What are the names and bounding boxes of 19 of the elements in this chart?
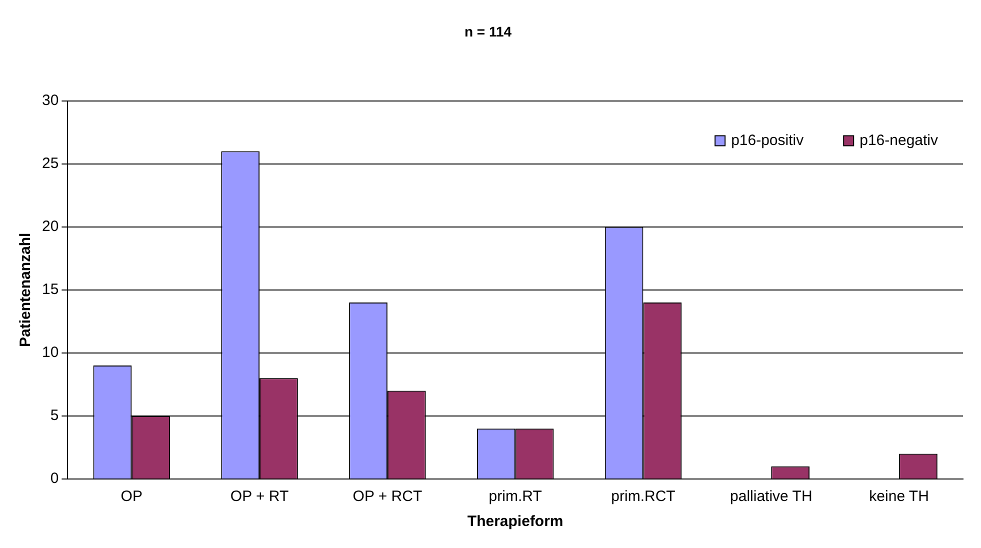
x-tick-label: OP + RT [230, 488, 289, 506]
y-tick-label: 5 [50, 407, 59, 424]
x-axis-title: Therapieform [467, 513, 564, 530]
legend-label: p16-positiv [731, 132, 804, 149]
y-tick-label: 10 [42, 344, 59, 362]
x-tick-label: OP [120, 488, 142, 506]
y-tick-label: 25 [42, 154, 59, 172]
x-tick-label: prim.RT [488, 488, 542, 506]
legend-label: p16-negativ [860, 132, 938, 149]
y-tick-label: 0 [50, 470, 59, 488]
y-tick-label: 20 [42, 218, 59, 236]
y-tick-label: 30 [42, 92, 59, 109]
x-tick-label: keine TH [869, 488, 929, 506]
y-tick-label: 15 [42, 281, 59, 298]
y-axis-title: Patientenanzahl [17, 232, 34, 347]
x-tick-label: palliative TH [730, 488, 812, 506]
x-tick-label: prim.RCT [611, 488, 676, 506]
chart-title: n = 114 [464, 23, 512, 40]
x-tick-label: OP + RCT [352, 488, 422, 506]
